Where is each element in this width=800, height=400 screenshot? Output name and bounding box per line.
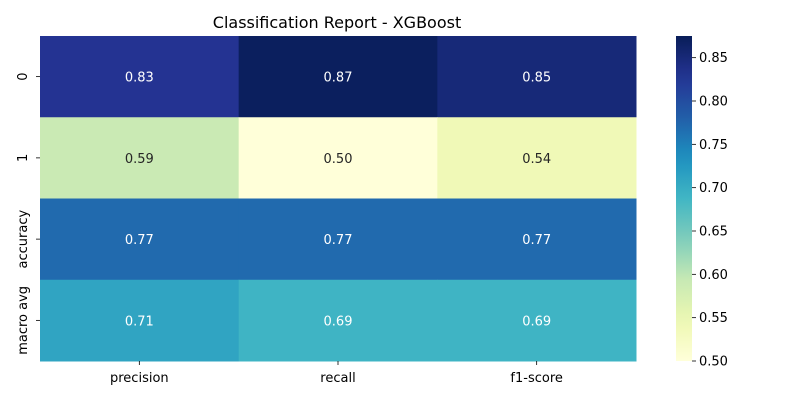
cell-value-label: 0.50 — [324, 152, 353, 167]
heatmap-cell — [238, 198, 438, 281]
heatmap-cell — [40, 117, 240, 199]
cell-value-label: 0.69 — [522, 314, 551, 329]
heatmap-cell — [437, 117, 637, 199]
heatmap-cell — [437, 36, 637, 118]
colorbar-tick-label: 0.85 — [699, 51, 728, 66]
heatmap-cell — [40, 198, 240, 281]
heatmap-cell — [238, 117, 438, 199]
heatmap-cells: 0.83 0.87 0.85 0.59 0.50 0.54 0.77 0.77 0.77 0.71… — [40, 36, 637, 362]
y-tick-label: accuracy — [16, 209, 31, 268]
colorbar-tick-label: 0.70 — [699, 181, 728, 196]
x-tick-label: precision — [110, 371, 169, 386]
heatmap-cell — [238, 36, 438, 118]
colorbar-gradient — [676, 36, 692, 361]
cell-value-label: 0.77 — [522, 233, 551, 248]
colorbar: 0.50 0.55 0.60 0.65 0.70 0.75 0.80 0.85 — [676, 36, 728, 370]
y-tick-label: macro avg — [16, 286, 31, 355]
cell-value-label: 0.85 — [522, 71, 551, 86]
cell-value-label: 0.83 — [125, 71, 154, 86]
y-axis: 0 1 accuracy macro avg — [16, 72, 40, 355]
colorbar-tick-label: 0.50 — [699, 355, 728, 370]
chart-title: Classification Report - XGBoost — [213, 13, 461, 32]
colorbar-tick-label: 0.65 — [699, 225, 728, 240]
y-tick-label: 0 — [16, 72, 31, 80]
cell-value-label: 0.69 — [324, 314, 353, 329]
heatmap-cell — [40, 36, 240, 118]
cell-value-label: 0.77 — [125, 233, 154, 248]
heatmap-cell — [437, 198, 637, 281]
heatmap-cell — [238, 279, 438, 362]
heatmap-cell — [437, 279, 637, 362]
cell-value-label: 0.77 — [324, 233, 353, 248]
colorbar-tick-label: 0.80 — [699, 95, 728, 110]
colorbar-tick-label: 0.55 — [699, 311, 728, 326]
cell-value-label: 0.54 — [522, 152, 551, 167]
cell-value-label: 0.59 — [125, 152, 154, 167]
y-tick-label: 1 — [16, 154, 31, 162]
x-tick-label: recall — [320, 371, 355, 386]
colorbar-tick-label: 0.75 — [699, 138, 728, 153]
cell-value-label: 0.71 — [125, 314, 154, 329]
x-tick-label: f1-score — [510, 371, 562, 386]
colorbar-tick-label: 0.60 — [699, 268, 728, 283]
cell-value-label: 0.87 — [324, 71, 353, 86]
x-axis: precision recall f1-score — [110, 361, 563, 386]
heatmap-cell — [40, 279, 240, 362]
